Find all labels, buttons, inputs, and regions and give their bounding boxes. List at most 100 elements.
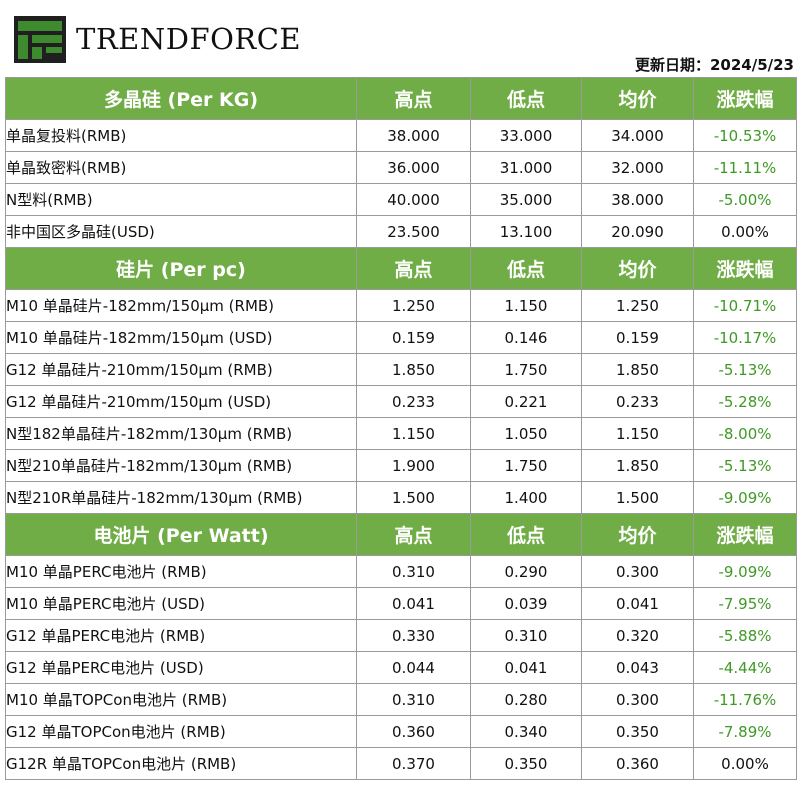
avg-price-cell: 0.320 bbox=[581, 619, 694, 652]
change-cell: -11.11% bbox=[693, 151, 797, 184]
change-cell: -7.89% bbox=[693, 715, 797, 748]
high-price-cell: 0.233 bbox=[356, 385, 471, 418]
low-price-cell: 0.290 bbox=[470, 555, 582, 588]
table-row: G12 单晶硅片-210mm/150μm (RMB) 1.850 1.750 1.85… bbox=[5, 353, 797, 386]
high-price-cell: 0.041 bbox=[356, 587, 471, 620]
product-name: G12 单晶TOPCon电池片 (RMB) bbox=[5, 715, 357, 748]
column-header-avg: 均价 bbox=[581, 247, 694, 290]
section-header-row: 电池片 (Per Watt) 高点 低点 均价 涨跌幅 bbox=[5, 513, 797, 556]
high-price-cell: 0.044 bbox=[356, 651, 471, 684]
table-row: N型182单晶硅片-182mm/130μm (RMB) 1.150 1.050 1.1… bbox=[5, 417, 797, 450]
table-row: M10 单晶硅片-182mm/150μm (USD) 0.159 0.146 0.15… bbox=[5, 321, 797, 354]
change-cell: 0.00% bbox=[693, 215, 797, 248]
table-row: N型料(RMB) 40.000 35.000 38.000 -5.00% bbox=[5, 183, 797, 216]
column-header-avg: 均价 bbox=[581, 513, 694, 556]
avg-price-cell: 1.250 bbox=[581, 289, 694, 322]
table-row: M10 单晶PERC电池片 (USD) 0.041 0.039 0.041 -7.95% bbox=[5, 587, 797, 620]
table-row: G12 单晶硅片-210mm/150μm (USD) 0.233 0.221 0.23… bbox=[5, 385, 797, 418]
table-row: M10 单晶PERC电池片 (RMB) 0.310 0.290 0.300 -9.09% bbox=[5, 555, 797, 588]
change-cell: 0.00% bbox=[693, 747, 797, 780]
product-name: N型210R单晶硅片-182mm/130μm (RMB) bbox=[5, 481, 357, 514]
high-price-cell: 1.500 bbox=[356, 481, 471, 514]
high-price-cell: 1.250 bbox=[356, 289, 471, 322]
low-price-cell: 0.350 bbox=[470, 747, 582, 780]
low-price-cell: 1.750 bbox=[470, 449, 582, 482]
avg-price-cell: 1.150 bbox=[581, 417, 694, 450]
column-header-low: 低点 bbox=[470, 513, 582, 556]
product-name: 单晶致密料(RMB) bbox=[5, 151, 357, 184]
price-table: 多晶硅 (Per KG) 高点 低点 均价 涨跌幅 单晶复投料(RMB) 38.000 33.… bbox=[5, 77, 797, 780]
low-price-cell: 1.050 bbox=[470, 417, 582, 450]
avg-price-cell: 0.159 bbox=[581, 321, 694, 354]
section-title: 电池片 (Per Watt) bbox=[5, 513, 357, 556]
report-header: TRENDFORCE 更新日期：2024/5/23 bbox=[0, 0, 800, 78]
change-cell: -10.17% bbox=[693, 321, 797, 354]
high-price-cell: 40.000 bbox=[356, 183, 471, 216]
section-title: 硅片 (Per pc) bbox=[5, 247, 357, 290]
high-price-cell: 38.000 bbox=[356, 119, 471, 152]
column-header-low: 低点 bbox=[470, 77, 582, 120]
avg-price-cell: 20.090 bbox=[581, 215, 694, 248]
table-row: G12 单晶PERC电池片 (RMB) 0.330 0.310 0.320 -5.88% bbox=[5, 619, 797, 652]
product-name: N型210单晶硅片-182mm/130μm (RMB) bbox=[5, 449, 357, 482]
change-cell: -7.95% bbox=[693, 587, 797, 620]
high-price-cell: 0.370 bbox=[356, 747, 471, 780]
low-price-cell: 0.221 bbox=[470, 385, 582, 418]
table-row: M10 单晶硅片-182mm/150μm (RMB) 1.250 1.150 1.25… bbox=[5, 289, 797, 322]
product-name: 非中国区多晶硅(USD) bbox=[5, 215, 357, 248]
product-name: M10 单晶硅片-182mm/150μm (USD) bbox=[5, 321, 357, 354]
low-price-cell: 0.039 bbox=[470, 587, 582, 620]
high-price-cell: 0.159 bbox=[356, 321, 471, 354]
avg-price-cell: 0.300 bbox=[581, 555, 694, 588]
low-price-cell: 1.400 bbox=[470, 481, 582, 514]
product-name: G12 单晶硅片-210mm/150μm (USD) bbox=[5, 385, 357, 418]
product-name: G12 单晶硅片-210mm/150μm (RMB) bbox=[5, 353, 357, 386]
change-cell: -9.09% bbox=[693, 481, 797, 514]
column-header-avg: 均价 bbox=[581, 77, 694, 120]
section-header-row: 多晶硅 (Per KG) 高点 低点 均价 涨跌幅 bbox=[5, 77, 797, 120]
avg-price-cell: 32.000 bbox=[581, 151, 694, 184]
change-cell: -10.71% bbox=[693, 289, 797, 322]
low-price-cell: 31.000 bbox=[470, 151, 582, 184]
table-row: N型210R单晶硅片-182mm/130μm (RMB) 1.500 1.400 1.… bbox=[5, 481, 797, 514]
column-header-high: 高点 bbox=[356, 247, 471, 290]
avg-price-cell: 0.300 bbox=[581, 683, 694, 716]
avg-price-cell: 0.233 bbox=[581, 385, 694, 418]
high-price-cell: 1.150 bbox=[356, 417, 471, 450]
avg-price-cell: 1.850 bbox=[581, 449, 694, 482]
product-name: M10 单晶硅片-182mm/150μm (RMB) bbox=[5, 289, 357, 322]
change-cell: -5.88% bbox=[693, 619, 797, 652]
section-title: 多晶硅 (Per KG) bbox=[5, 77, 357, 120]
column-header-high: 高点 bbox=[356, 77, 471, 120]
avg-price-cell: 1.850 bbox=[581, 353, 694, 386]
table-row: G12 单晶TOPCon电池片 (RMB) 0.360 0.340 0.350 -7.8… bbox=[5, 715, 797, 748]
change-cell: -9.09% bbox=[693, 555, 797, 588]
high-price-cell: 36.000 bbox=[356, 151, 471, 184]
product-name: G12 单晶PERC电池片 (USD) bbox=[5, 651, 357, 684]
low-price-cell: 13.100 bbox=[470, 215, 582, 248]
product-name: N型182单晶硅片-182mm/130μm (RMB) bbox=[5, 417, 357, 450]
low-price-cell: 0.041 bbox=[470, 651, 582, 684]
section-header-row: 硅片 (Per pc) 高点 低点 均价 涨跌幅 bbox=[5, 247, 797, 290]
product-name: N型料(RMB) bbox=[5, 183, 357, 216]
high-price-cell: 0.330 bbox=[356, 619, 471, 652]
change-cell: -5.13% bbox=[693, 449, 797, 482]
low-price-cell: 0.146 bbox=[470, 321, 582, 354]
table-row: 单晶复投料(RMB) 38.000 33.000 34.000 -10.53% bbox=[5, 119, 797, 152]
product-name: 单晶复投料(RMB) bbox=[5, 119, 357, 152]
column-header-change: 涨跌幅 bbox=[693, 513, 797, 556]
avg-price-cell: 0.043 bbox=[581, 651, 694, 684]
high-price-cell: 23.500 bbox=[356, 215, 471, 248]
column-header-change: 涨跌幅 bbox=[693, 247, 797, 290]
avg-price-cell: 38.000 bbox=[581, 183, 694, 216]
avg-price-cell: 34.000 bbox=[581, 119, 694, 152]
high-price-cell: 1.900 bbox=[356, 449, 471, 482]
high-price-cell: 0.360 bbox=[356, 715, 471, 748]
column-header-low: 低点 bbox=[470, 247, 582, 290]
high-price-cell: 0.310 bbox=[356, 555, 471, 588]
column-header-change: 涨跌幅 bbox=[693, 77, 797, 120]
update-date: 更新日期：2024/5/23 bbox=[634, 56, 794, 74]
low-price-cell: 35.000 bbox=[470, 183, 582, 216]
change-cell: -5.28% bbox=[693, 385, 797, 418]
product-name: M10 单晶PERC电池片 (USD) bbox=[5, 587, 357, 620]
